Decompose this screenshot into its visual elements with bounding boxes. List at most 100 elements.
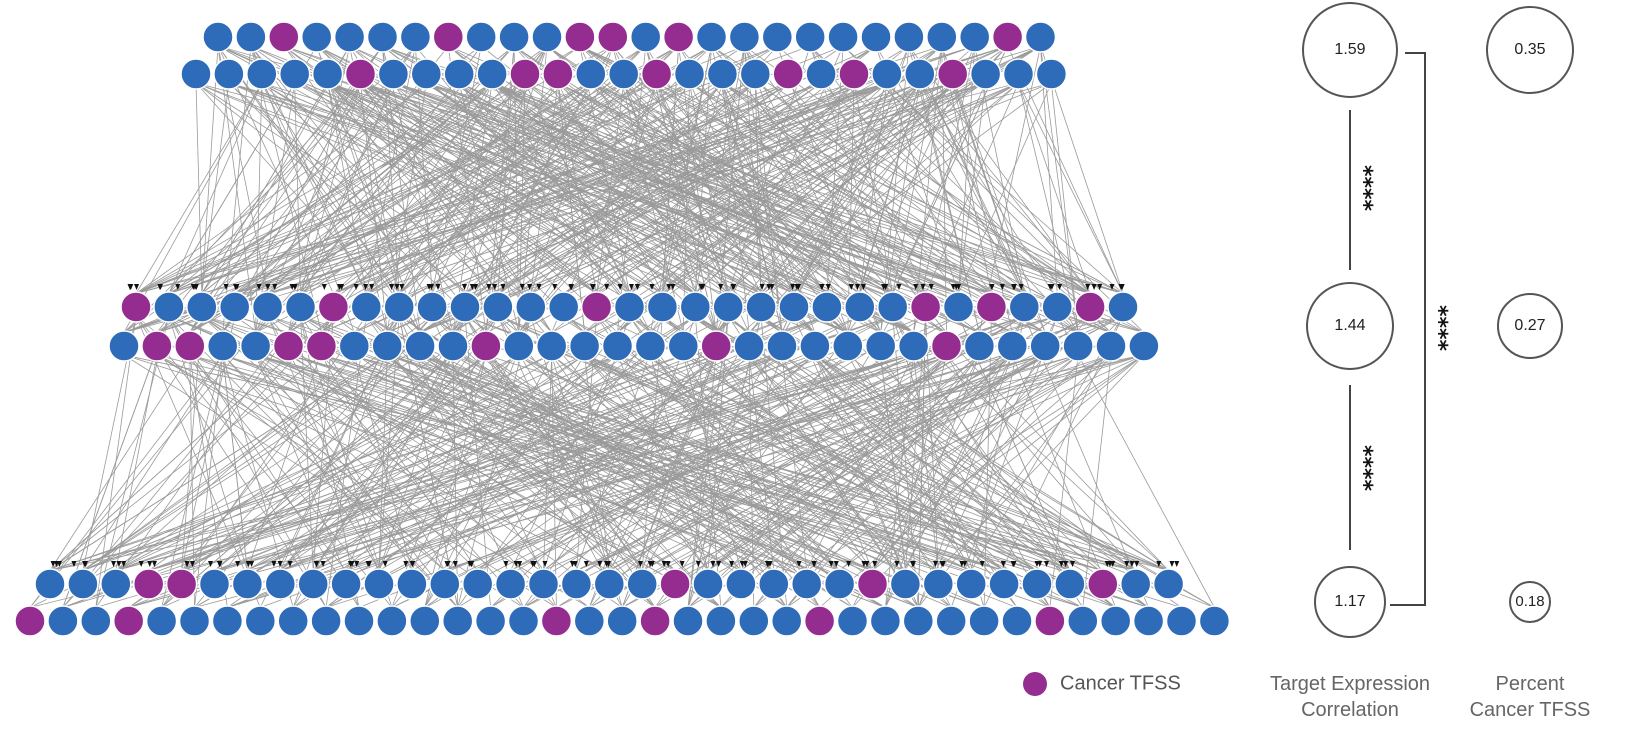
- edge-arrowhead: [634, 284, 640, 290]
- edge-arrowhead: [473, 284, 479, 290]
- edge-arrowhead: [729, 561, 735, 567]
- edge-top-to-middle: [557, 82, 585, 333]
- legend: Cancer TFSS: [1023, 672, 1181, 696]
- edge-arrowhead: [896, 284, 902, 290]
- edge-middle-to-bottom: [300, 315, 722, 608]
- edge-middle-to-bottom: [82, 354, 618, 571]
- edge-top-to-middle: [228, 82, 487, 333]
- network-node: [606, 605, 638, 637]
- edge-arrowhead: [769, 284, 775, 290]
- sig-bracket-top-bottom: [1390, 52, 1426, 606]
- network-node: [206, 330, 239, 362]
- edge-arrowhead: [1107, 561, 1113, 567]
- network-node: [449, 291, 481, 323]
- edge-arrowhead: [1169, 561, 1175, 567]
- edge-top-to-middle: [458, 82, 520, 333]
- edge-top-to-middle: [250, 45, 848, 333]
- edge-top-to-middle: [695, 82, 921, 294]
- edge-arrowhead: [399, 284, 405, 290]
- edge-arrowhead: [233, 284, 239, 290]
- network-node: [1062, 330, 1094, 362]
- edge-top-to-middle: [222, 82, 361, 333]
- edge-top-to-middle: [1051, 82, 1079, 333]
- network-node: [218, 291, 251, 323]
- network-node: [443, 58, 475, 90]
- edge-arrowhead: [661, 561, 667, 567]
- pct-value-top: 0.35: [1514, 41, 1545, 58]
- edge-middle-to-bottom: [589, 354, 849, 608]
- tec-circle-top: [1302, 2, 1398, 98]
- network-node: [876, 291, 909, 323]
- network-node: [363, 568, 395, 600]
- edge-arrowhead: [365, 561, 371, 567]
- network-node: [893, 21, 925, 53]
- network-node: [67, 568, 99, 600]
- cancer-tfss-node: [659, 568, 691, 600]
- edge-arrowhead: [939, 561, 945, 567]
- network-node: [474, 605, 507, 637]
- edge-top-to-middle: [201, 45, 219, 294]
- edge-top-to-middle: [234, 82, 690, 294]
- edge-arrowhead: [71, 561, 77, 567]
- edge-top-to-middle: [294, 82, 301, 294]
- edge-middle-to-bottom: [715, 354, 873, 571]
- cancer-tfss-node: [772, 58, 804, 90]
- edge-arrowhead: [445, 561, 451, 567]
- network-node: [738, 605, 770, 637]
- edge-arrowhead: [175, 284, 181, 290]
- edge-arrowhead: [151, 561, 157, 567]
- network-node: [955, 568, 987, 600]
- edge-arrowhead: [469, 284, 475, 290]
- tec-circle-bottom: [1314, 566, 1386, 638]
- network-node: [864, 330, 897, 362]
- edge-arrowhead: [389, 284, 395, 290]
- network-node: [673, 58, 706, 90]
- network-node: [343, 605, 375, 637]
- network-node: [461, 568, 494, 600]
- edge-arrowhead: [57, 561, 63, 567]
- network-node: [575, 58, 607, 90]
- edge-arrowhead: [568, 284, 574, 290]
- edge-top-to-middle: [497, 45, 515, 294]
- edge-top-to-middle: [1018, 82, 1124, 294]
- edge-middle-to-bottom: [168, 315, 458, 608]
- edge-middle-to-bottom: [29, 354, 224, 608]
- edge-arrowhead: [1049, 284, 1055, 290]
- edge-arrowhead: [979, 561, 985, 567]
- edge-middle-to-bottom: [819, 354, 1112, 608]
- edge-top-to-middle: [250, 45, 454, 333]
- network-node: [178, 605, 211, 637]
- edge-arrowhead: [828, 561, 834, 567]
- edge-arrowhead: [790, 284, 796, 290]
- edge-middle-to-bottom: [49, 315, 828, 571]
- edge-top-to-middle: [387, 82, 986, 333]
- network-node: [239, 330, 272, 362]
- edge-middle-to-bottom: [280, 315, 1025, 571]
- network-node: [1107, 291, 1139, 323]
- network-node: [547, 291, 580, 323]
- network-node: [935, 605, 967, 637]
- edge-arrowhead: [452, 561, 458, 567]
- network-node: [811, 291, 843, 323]
- edge-arrowhead: [287, 561, 293, 567]
- edge-middle-to-bottom: [288, 354, 1083, 608]
- edge-arrowhead: [846, 561, 852, 567]
- cancer-tfss-node: [803, 605, 836, 637]
- edge-arrowhead: [572, 561, 578, 567]
- edge-top-to-middle: [333, 82, 953, 294]
- edge-middle-to-bottom: [128, 354, 750, 608]
- cancer-tfss-node: [838, 58, 870, 90]
- edge-top-to-middle: [689, 82, 729, 294]
- edge-middle-to-bottom: [814, 354, 1149, 608]
- network-node: [1128, 330, 1160, 362]
- edge-top-to-middle: [327, 82, 696, 294]
- edge-top-to-middle: [793, 82, 954, 294]
- edge-top-to-middle: [189, 82, 493, 333]
- cancer-tfss-node: [174, 330, 206, 362]
- edge-top-to-middle: [316, 45, 914, 333]
- network-node: [1132, 605, 1165, 637]
- edge-top-to-middle: [201, 82, 230, 294]
- edge-arrowhead: [313, 561, 319, 567]
- network-node: [958, 21, 991, 53]
